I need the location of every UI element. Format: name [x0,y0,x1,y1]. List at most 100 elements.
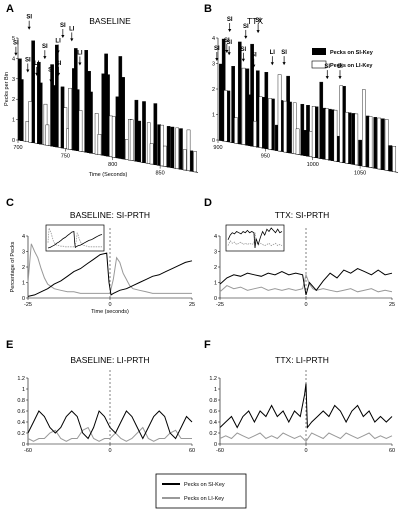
bar-li [311,106,316,158]
y-tick-label: 2 [214,265,217,271]
y-tick-label: 1 [12,118,15,124]
annotation-label: LI [69,26,75,32]
annotation-label: LI [270,50,276,56]
annotation-label: LI [55,39,61,45]
panel-c-title: BASELINE: SI-PRTH [70,210,150,220]
annotation-label: SI [26,15,32,21]
y-tick-label: 0 [22,296,25,302]
x-tick-label: -60 [24,448,32,454]
panel-a-title: BASELINE [89,16,131,26]
bar-si [166,126,171,168]
y-tick-label: 0.4 [209,420,217,426]
y-tick-label: 3 [212,62,215,68]
x-tick-label: 800 [108,162,117,168]
y-tick-label: 1 [214,387,217,393]
bar-li [384,119,389,171]
panel-letter-f: F [204,339,211,351]
bar-si [142,101,146,163]
annotation-arrowhead [228,29,232,33]
annotation-arrowhead [78,62,82,66]
x-tick-label: 0 [108,302,111,308]
bar-si [264,71,269,149]
x-tick-label: 0 [108,448,111,454]
annotation-label: SI [337,64,343,70]
legend-bottom-si-label: Pecks on SI-Key [184,482,225,488]
panel-letter-b: B [204,3,212,15]
annotation-label: SI [56,61,62,67]
annotation-label: SI [224,38,230,44]
x-tick-label: 0 [304,302,307,308]
bar-si [358,139,362,166]
y-tick-label: 0.6 [209,409,217,415]
x-tick-label: 60 [189,448,195,454]
bar-si [31,40,35,143]
bar-si [388,145,393,172]
x-tick-label: 950 [261,154,270,160]
y-tick-label: 3 [22,250,25,256]
annotation-label: SI [226,40,232,46]
annotation-arrowhead [282,62,286,66]
bar-li [63,107,68,149]
series-line-li [219,273,393,293]
bar-si [179,128,183,170]
chart-b: 0 1 2 3 4 900 950 1000 1050 SI SI SI SI SI SI SI LI SI SI S… [212,17,399,177]
legend-top-li-label: Pecks on LI-Key [330,63,373,69]
bar-li [277,74,282,152]
bar-li [97,134,102,155]
y-tick-label: 0 [212,138,215,144]
bar-si [306,104,310,157]
y-tick-label: 0.2 [17,431,25,437]
y-tick-label: 1.2 [209,376,217,382]
annotation-arrowhead [27,26,31,30]
y-tick-label: 2 [22,265,25,271]
y-tick-label: 5 [12,36,15,42]
bar-si [288,101,292,154]
inset-line-si [227,227,283,249]
bar-si [250,43,254,147]
bar-li [163,145,167,167]
y-tick-label: 2 [12,97,15,103]
x-tick-label: 850 [156,171,165,177]
annotation-label: SI [42,44,48,50]
x-tick-label: -25 [216,302,224,308]
y-tick-label: 4 [12,56,15,62]
annotation-arrowhead [241,58,245,62]
bar-li [345,111,349,164]
bar-li [339,85,343,163]
y-tick-label: 0.4 [17,420,25,426]
legend-top-si-label: Pecks on SI-Key [330,50,374,56]
bar-li [253,120,257,147]
y-tick-label: 3 [214,250,217,256]
panel-letter-e: E [6,339,13,351]
y-tick-label: 4 [214,234,217,240]
annotation-arrowhead [244,35,248,39]
bar-li [392,146,397,172]
annotation-arrowhead [70,38,74,42]
y-tick-label: 1 [22,387,25,393]
annotation-arrowhead [14,52,18,56]
bar-li [292,102,297,155]
legend-top: Pecks on SI-Key Pecks on LI-Key [311,48,374,69]
x-tick-label: -60 [216,448,224,454]
bar-li [149,143,154,165]
y-tick-label: 0.6 [17,409,25,415]
panel-b-title: TTX [247,16,263,26]
bar-li [368,116,373,168]
bar-li [241,67,246,145]
annotation-arrowhead [56,72,61,76]
bar-si [381,118,385,170]
panel-letter-d: D [204,197,212,209]
bar-si [106,74,110,157]
y-tick-label: 0 [214,442,217,448]
panel-f-title: TTX: LI-PRTH [275,355,329,365]
annotation-arrowhead [270,62,274,66]
bar-si [121,77,125,160]
bar-li [43,103,48,146]
inset-line-si [47,230,103,249]
bar-li [68,87,72,150]
annotation-arrowhead [35,72,39,76]
x-tick-label: 700 [13,145,22,151]
bar-si [38,82,43,145]
